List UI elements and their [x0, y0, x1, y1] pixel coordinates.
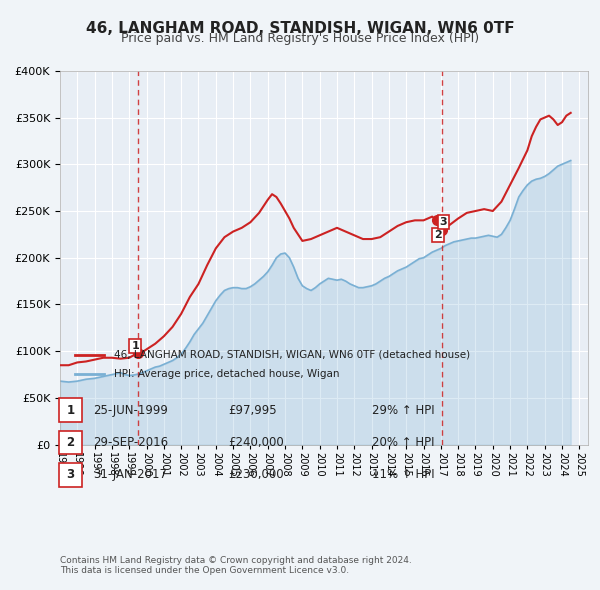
Line: HPI: Average price, detached house, Wigan: HPI: Average price, detached house, Wiga…	[60, 160, 571, 382]
Text: 3: 3	[440, 217, 447, 227]
46, LANGHAM ROAD, STANDISH, WIGAN, WN6 0TF (detached house)	[56, 362, 64, 369]
HPI: Average price, detached house, Wigan: (2e+03, 1.65e+05): Average price, detached house, Wigan: (2…	[221, 287, 228, 294]
Text: £230,000: £230,000	[228, 468, 284, 481]
46, LANGHAM ROAD, STANDISH, WIGAN, WN6 0TF (detached house)	[268, 191, 275, 198]
Text: 29% ↑ HPI: 29% ↑ HPI	[372, 404, 434, 417]
46, LANGHAM ROAD, STANDISH, WIGAN, WN6 0TF (detached house)	[567, 109, 574, 116]
HPI: Average price, detached house, Wigan: (2.01e+03, 1.68e+05): Average price, detached house, Wigan: (2…	[359, 284, 367, 291]
HPI: Average price, detached house, Wigan: (2.02e+03, 2.25e+05): Average price, detached house, Wigan: (2…	[498, 231, 505, 238]
46, LANGHAM ROAD, STANDISH, WIGAN, WN6 0TF (detached house)	[221, 234, 228, 241]
Text: 1: 1	[131, 340, 139, 350]
HPI: Average price, detached house, Wigan: (2e+03, 8.8e+04): Average price, detached house, Wigan: (2…	[164, 359, 172, 366]
46, LANGHAM ROAD, STANDISH, WIGAN, WN6 0TF (detached house)	[377, 234, 384, 241]
Text: 46, LANGHAM ROAD, STANDISH, WIGAN, WN6 0TF: 46, LANGHAM ROAD, STANDISH, WIGAN, WN6 0…	[86, 21, 514, 35]
Text: 31-JAN-2017: 31-JAN-2017	[93, 468, 167, 481]
46, LANGHAM ROAD, STANDISH, WIGAN, WN6 0TF (detached house)	[307, 235, 314, 242]
Text: Contains HM Land Registry data © Crown copyright and database right 2024.
This d: Contains HM Land Registry data © Crown c…	[60, 556, 412, 575]
Text: 29-SEP-2016: 29-SEP-2016	[93, 436, 168, 449]
Text: Price paid vs. HM Land Registry's House Price Index (HPI): Price paid vs. HM Land Registry's House …	[121, 32, 479, 45]
Text: £97,995: £97,995	[228, 404, 277, 417]
HPI: Average price, detached house, Wigan: (2.02e+03, 3.04e+05): Average price, detached house, Wigan: (2…	[567, 157, 574, 164]
Text: 46, LANGHAM ROAD, STANDISH, WIGAN, WN6 0TF (detached house): 46, LANGHAM ROAD, STANDISH, WIGAN, WN6 0…	[114, 350, 470, 359]
Text: HPI: Average price, detached house, Wigan: HPI: Average price, detached house, Wiga…	[114, 369, 340, 379]
Text: 11% ↑ HPI: 11% ↑ HPI	[372, 468, 434, 481]
46, LANGHAM ROAD, STANDISH, WIGAN, WN6 0TF (detached house)	[74, 359, 81, 366]
HPI: Average price, detached house, Wigan: (2e+03, 6.8e+04): Average price, detached house, Wigan: (2…	[56, 378, 64, 385]
Text: £240,000: £240,000	[228, 436, 284, 449]
Text: 2: 2	[434, 230, 442, 240]
46, LANGHAM ROAD, STANDISH, WIGAN, WN6 0TF (detached house)	[550, 116, 557, 123]
Text: 1: 1	[67, 404, 74, 417]
HPI: Average price, detached house, Wigan: (2e+03, 6.7e+04): Average price, detached house, Wigan: (2…	[65, 379, 72, 386]
HPI: Average price, detached house, Wigan: (2.02e+03, 2.21e+05): Average price, detached house, Wigan: (2…	[472, 235, 479, 242]
Text: 2: 2	[67, 436, 74, 449]
Line: 46, LANGHAM ROAD, STANDISH, WIGAN, WN6 0TF (detached house): 46, LANGHAM ROAD, STANDISH, WIGAN, WN6 0…	[60, 113, 571, 365]
Text: 3: 3	[67, 468, 74, 481]
Text: 20% ↑ HPI: 20% ↑ HPI	[372, 436, 434, 449]
Text: 25-JUN-1999: 25-JUN-1999	[93, 404, 168, 417]
HPI: Average price, detached house, Wigan: (2.02e+03, 2.08e+05): Average price, detached house, Wigan: (2…	[433, 247, 440, 254]
